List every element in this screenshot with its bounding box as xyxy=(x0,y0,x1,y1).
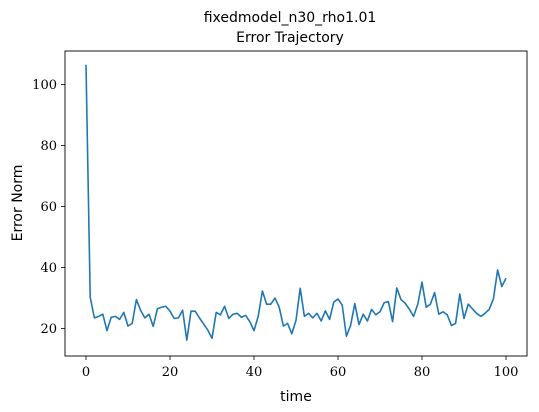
y-tick-label: 20 xyxy=(40,322,57,337)
x-tick-label: 20 xyxy=(162,365,179,380)
y-tick-label: 80 xyxy=(40,139,57,154)
y-axis-ticks: 20 40 60 80 100 xyxy=(32,78,65,337)
plot-area-frame xyxy=(64,50,528,357)
chart-title: fixedmodel_n30_rho1.01 xyxy=(204,10,377,26)
y-tick-label: 100 xyxy=(32,78,57,93)
x-tick-label: 60 xyxy=(330,365,347,380)
x-tick-label: 100 xyxy=(494,365,519,380)
series-line xyxy=(85,64,507,341)
y-tick-label: 60 xyxy=(40,200,57,215)
x-tick-label: 40 xyxy=(246,365,263,380)
x-tick-label: 80 xyxy=(414,365,431,380)
series-group xyxy=(85,64,507,341)
chart-subtitle: Error Trajectory xyxy=(236,30,344,46)
x-axis-label: time xyxy=(280,389,312,405)
x-tick-label: 0 xyxy=(82,365,90,380)
y-tick-label: 40 xyxy=(40,261,57,276)
x-axis-ticks: 0 20 40 60 80 100 xyxy=(82,356,519,380)
y-axis-label: Error Norm xyxy=(10,165,26,242)
